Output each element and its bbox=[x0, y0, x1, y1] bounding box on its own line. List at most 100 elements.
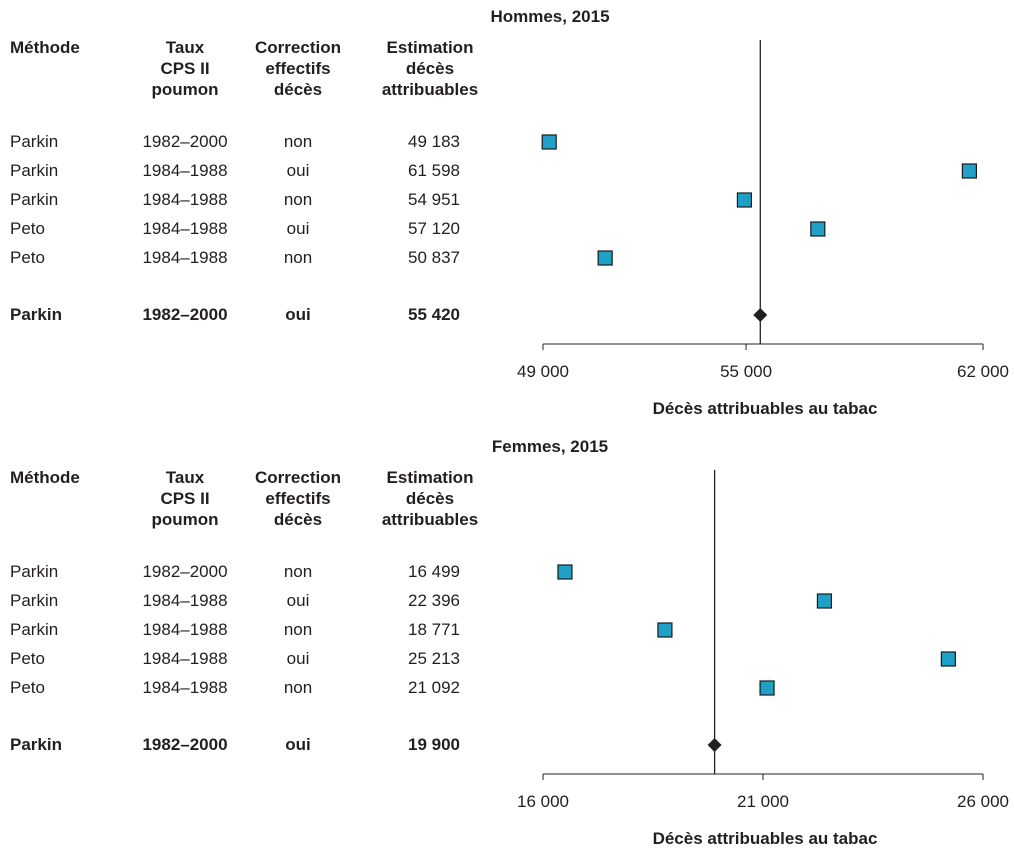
x-axis-title: Décès attribuables au tabac bbox=[652, 829, 878, 848]
row-method: Parkin bbox=[10, 161, 59, 180]
row-method: Parkin bbox=[10, 305, 62, 324]
row-method: Peto bbox=[10, 678, 45, 697]
row-estimate: 55 420 bbox=[408, 305, 460, 324]
row-correction: oui bbox=[286, 219, 310, 238]
header-estimate-line: Estimation bbox=[386, 468, 474, 487]
panel-hommes: Hommes, 2015 Méthode Taux CPS II poumon Corre… bbox=[10, 7, 1009, 418]
header-period-line: CPS II bbox=[160, 59, 210, 78]
pooled-diamond bbox=[753, 308, 768, 322]
header-period-line: Taux bbox=[165, 468, 205, 487]
header-method-line: Méthode bbox=[10, 468, 80, 487]
row-correction: oui bbox=[286, 649, 310, 668]
header-correction-line: décès bbox=[273, 510, 323, 529]
row-correction: non bbox=[283, 248, 313, 267]
header-method-line: Méthode bbox=[10, 38, 80, 57]
row-method: Parkin bbox=[10, 190, 59, 209]
row-correction: oui bbox=[285, 305, 311, 324]
row-period: 1984–1988 bbox=[142, 649, 228, 668]
header-estimate-line: attribuables bbox=[381, 510, 479, 529]
header-method: Méthode bbox=[10, 467, 110, 488]
row-period: 1984–1988 bbox=[142, 219, 228, 238]
row-correction: non bbox=[283, 132, 313, 151]
row-period: 1984–1988 bbox=[142, 190, 228, 209]
header-estimate-line: décès bbox=[405, 59, 455, 78]
row-method: Parkin bbox=[10, 562, 59, 581]
row-estimate: 49 183 bbox=[408, 132, 460, 151]
x-axis-title: Décès attribuables au tabac bbox=[652, 399, 878, 418]
pooled-diamond bbox=[707, 738, 722, 752]
header-period-line: CPS II bbox=[160, 489, 210, 508]
forest-plot: 16 000 21 000 26 000 bbox=[517, 470, 1009, 811]
row-estimate: 19 900 bbox=[408, 735, 460, 754]
row-period: 1982–2000 bbox=[142, 735, 228, 754]
header-period-line: poumon bbox=[151, 80, 219, 99]
header-period-line: Taux bbox=[165, 38, 205, 57]
row-estimate: 16 499 bbox=[408, 562, 460, 581]
header-correction: Correction effectifs décès bbox=[248, 37, 348, 100]
row-method: Peto bbox=[10, 219, 45, 238]
row-period: 1984–1988 bbox=[142, 161, 228, 180]
panel-femmes: Femmes, 2015 Méthode Taux CPS II poumon Corre… bbox=[0, 430, 1014, 860]
row-correction: oui bbox=[286, 161, 310, 180]
row-correction: oui bbox=[286, 591, 310, 610]
row-period: 1984–1988 bbox=[142, 620, 228, 639]
x-tick-label: 21 000 bbox=[737, 792, 789, 811]
header-period: Taux CPS II poumon bbox=[130, 467, 240, 530]
row-correction: non bbox=[283, 190, 313, 209]
row-estimate: 61 598 bbox=[408, 161, 460, 180]
header-estimate-line: Estimation bbox=[386, 38, 474, 57]
row-period: 1984–1988 bbox=[142, 248, 228, 267]
estimate-marker bbox=[961, 163, 977, 179]
header-correction-line: effectifs bbox=[265, 59, 331, 78]
row-period: 1982–2000 bbox=[142, 305, 228, 324]
row-period: 1982–2000 bbox=[142, 132, 228, 151]
x-tick-label: 55 000 bbox=[720, 362, 772, 381]
header-estimate-line: attribuables bbox=[381, 80, 479, 99]
estimate-marker bbox=[597, 250, 613, 266]
row-estimate: 18 771 bbox=[408, 620, 460, 639]
row-period: 1984–1988 bbox=[142, 678, 228, 697]
estimate-marker bbox=[810, 221, 826, 237]
estimate-marker bbox=[759, 680, 775, 696]
x-tick-label: 62 000 bbox=[957, 362, 1009, 381]
row-estimate: 25 213 bbox=[408, 649, 460, 668]
header-period: Taux CPS II poumon bbox=[130, 37, 240, 100]
row-correction: oui bbox=[285, 735, 311, 754]
row-estimate: 21 092 bbox=[408, 678, 460, 697]
row-period: 1984–1988 bbox=[142, 591, 228, 610]
row-period: 1982–2000 bbox=[142, 562, 228, 581]
row-method: Parkin bbox=[10, 735, 62, 754]
row-method: Parkin bbox=[10, 620, 59, 639]
row-correction: non bbox=[283, 562, 313, 581]
row-estimate: 22 396 bbox=[408, 591, 460, 610]
row-estimate: 57 120 bbox=[408, 219, 460, 238]
header-period-line: poumon bbox=[151, 510, 219, 529]
estimate-marker bbox=[557, 564, 573, 580]
header-correction: Correction effectifs décès bbox=[248, 467, 348, 530]
header-estimate: Estimation décès attribuables bbox=[370, 37, 490, 100]
header-estimate-line: décès bbox=[405, 489, 455, 508]
estimate-marker bbox=[736, 192, 753, 208]
forest-plot: 49 000 55 000 62 000 bbox=[517, 40, 1009, 381]
x-tick-label: 26 000 bbox=[957, 792, 1009, 811]
row-correction: non bbox=[283, 620, 313, 639]
estimate-marker bbox=[657, 622, 673, 638]
chart-title: Femmes, 2015 bbox=[491, 437, 609, 456]
header-correction-line: Correction bbox=[255, 38, 341, 57]
estimate-marker bbox=[541, 134, 557, 150]
header-estimate: Estimation décès attribuables bbox=[370, 467, 490, 530]
header-correction-line: décès bbox=[273, 80, 323, 99]
row-estimate: 54 951 bbox=[408, 190, 460, 209]
row-method: Peto bbox=[10, 248, 45, 267]
header-correction-line: Correction bbox=[255, 468, 341, 487]
header-correction-line: effectifs bbox=[265, 489, 331, 508]
estimate-marker bbox=[940, 651, 956, 667]
row-method: Parkin bbox=[10, 132, 59, 151]
row-estimate: 50 837 bbox=[408, 248, 460, 267]
row-method: Parkin bbox=[10, 591, 59, 610]
estimate-marker bbox=[816, 593, 833, 609]
chart-title: Hommes, 2015 bbox=[490, 7, 610, 26]
x-tick-label: 49 000 bbox=[517, 362, 569, 381]
header-method: Méthode bbox=[10, 37, 110, 58]
x-tick-label: 16 000 bbox=[517, 792, 569, 811]
